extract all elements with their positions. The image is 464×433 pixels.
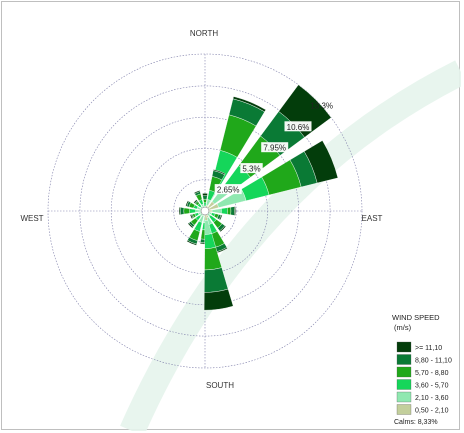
calm-center <box>200 206 210 216</box>
legend-label-2: 8,80 - 11,10 <box>415 358 452 365</box>
petal-extra-seg-6 <box>212 169 226 175</box>
petal-e-seg-5 <box>230 206 235 216</box>
petal-w-seg-6 <box>178 206 181 216</box>
background-band <box>120 60 461 431</box>
petal-se-seg-6 <box>219 225 227 233</box>
petal-w-seg-5 <box>180 207 185 215</box>
compass-south: SOUTH <box>206 381 234 390</box>
ring-label-1: 2.65% <box>217 186 240 195</box>
petal-wsw-seg-6 <box>189 214 194 220</box>
petal-n-seg-3 <box>203 202 207 207</box>
compass-north: NORTH <box>190 29 219 38</box>
petal-nnw-seg-6 <box>193 190 201 195</box>
legend-swatch-5 <box>396 391 412 403</box>
petal-ese-seg-6 <box>218 214 223 221</box>
legend-calms: Calms: 8,33% <box>394 419 438 426</box>
compass-west: WEST <box>20 214 43 223</box>
legend-swatch-2 <box>396 354 412 365</box>
ring-label-5: 13.3% <box>310 101 333 110</box>
petal-nw-seg-6 <box>193 199 198 204</box>
legend-swatch-6 <box>396 404 412 415</box>
ring-label-4: 10.6% <box>287 123 310 132</box>
compass-east: EAST <box>362 214 383 223</box>
petal-e-seg-1 <box>208 209 213 213</box>
legend-label-1: >= 11,10 <box>415 345 442 352</box>
petal-e-seg-4 <box>226 206 232 216</box>
petal-w-seg-3 <box>189 208 196 214</box>
petal-wnw-seg-6 <box>185 200 190 207</box>
petal-w-seg-4 <box>183 207 191 215</box>
legend-label-6: 0,50 - 2,10 <box>415 408 449 415</box>
legend-title: WIND SPEED <box>392 313 440 322</box>
petals <box>178 84 339 311</box>
ring-labels: 2.65% 5.3% 7.95% 10.6% 13.3% <box>214 101 333 195</box>
petal-ne-seg-6 <box>278 84 332 138</box>
legend-swatch-1 <box>396 341 412 353</box>
ring-label-bg-4 <box>284 121 312 132</box>
ring-label-bg-3 <box>261 142 289 153</box>
legend-label-3: 5,70 - 8,80 <box>415 370 449 377</box>
legend-items: >= 11,10 8,80 - 11,10 5,70 - 8,80 3,60 - 5,… <box>396 341 452 415</box>
petal-e-seg-6 <box>233 206 236 216</box>
petal-e-seg-2 <box>211 208 222 214</box>
ring-label-2: 5.3% <box>242 165 260 174</box>
petal-e-seg-3 <box>221 207 228 215</box>
ring-label-bg-1 <box>214 184 242 195</box>
background-arc <box>120 60 461 431</box>
legend-subtitle: (m/s) <box>394 323 412 332</box>
legend-swatch-4 <box>396 379 412 390</box>
petal-n-seg-5 <box>202 195 208 200</box>
legend-label-4: 3,60 - 5,70 <box>415 383 449 390</box>
ring-label-bg-2 <box>240 163 263 174</box>
petal-n-seg-6 <box>202 193 208 197</box>
petal-south-lobe-seg-6 <box>203 288 234 311</box>
legend-label-5: 2,10 - 3,60 <box>415 395 449 402</box>
petal-n-seg-4 <box>203 198 207 204</box>
legend: WIND SPEED (m/s) >= 11,10 8,80 - 11,10 5,7… <box>392 313 452 426</box>
legend-swatch-3 <box>396 366 412 378</box>
petal-ene-seg-6 <box>303 140 339 184</box>
compass-labels: NORTH EAST SOUTH WEST <box>20 29 382 390</box>
petal-nne-seg-6 <box>232 96 267 113</box>
petal-sw-seg-6 <box>187 222 194 229</box>
petal-ssw-seg-6 <box>186 240 197 246</box>
ring-label-3: 7.95% <box>263 144 286 153</box>
